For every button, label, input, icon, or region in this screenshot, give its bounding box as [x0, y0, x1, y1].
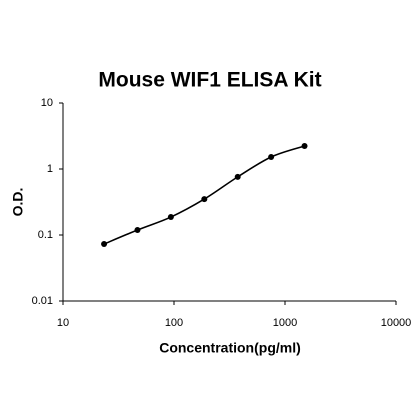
data-point: [167, 214, 174, 221]
data-point: [201, 196, 208, 203]
data-point: [134, 227, 141, 234]
y-tick-label: 10: [41, 97, 53, 109]
x-tick-label: 10: [57, 317, 69, 329]
y-tick-label: 0.1: [38, 229, 53, 241]
x-tick-label: 1000: [273, 317, 297, 329]
y-tick-label: 1: [47, 163, 53, 175]
data-point: [234, 173, 241, 180]
chart-title: Mouse WIF1 ELISA Kit: [98, 69, 321, 92]
x-tick-label: 10000: [381, 317, 412, 329]
x-tick-label: 100: [165, 317, 183, 329]
y-tick-label: 0.01: [32, 295, 53, 307]
data-point: [268, 153, 275, 160]
data-point: [101, 241, 108, 248]
data-point: [301, 143, 308, 150]
y-axis-label: O.D.: [10, 188, 26, 217]
x-axis-label: Concentration(pg/ml): [159, 340, 301, 356]
